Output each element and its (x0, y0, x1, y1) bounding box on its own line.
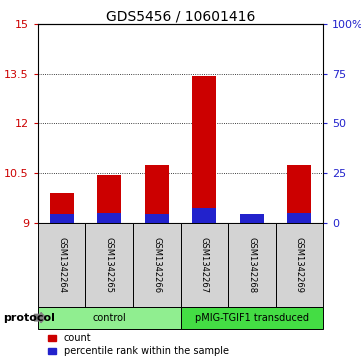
Text: pMIG-TGIF1 transduced: pMIG-TGIF1 transduced (195, 313, 309, 323)
Text: GSM1342268: GSM1342268 (247, 237, 256, 293)
Bar (287, 165, 311, 223)
Bar (192, 208, 216, 223)
Bar (192, 76, 216, 223)
Bar (287, 213, 311, 223)
Text: GSM1342267: GSM1342267 (200, 237, 209, 293)
Bar (145, 165, 169, 223)
Bar (50, 193, 74, 223)
Text: GSM1342264: GSM1342264 (57, 237, 66, 293)
Text: GDS5456 / 10601416: GDS5456 / 10601416 (106, 9, 255, 23)
Text: protocol: protocol (4, 313, 56, 323)
Bar (145, 214, 169, 223)
Bar (97, 213, 121, 223)
Text: GSM1342265: GSM1342265 (105, 237, 114, 293)
Bar (97, 175, 121, 223)
Text: control: control (92, 313, 126, 323)
Bar (240, 214, 264, 223)
Text: GSM1342269: GSM1342269 (295, 237, 304, 293)
Bar (50, 214, 74, 223)
Legend: count, percentile rank within the sample: count, percentile rank within the sample (48, 333, 229, 356)
Bar (240, 219, 264, 223)
Text: GSM1342266: GSM1342266 (152, 237, 161, 293)
